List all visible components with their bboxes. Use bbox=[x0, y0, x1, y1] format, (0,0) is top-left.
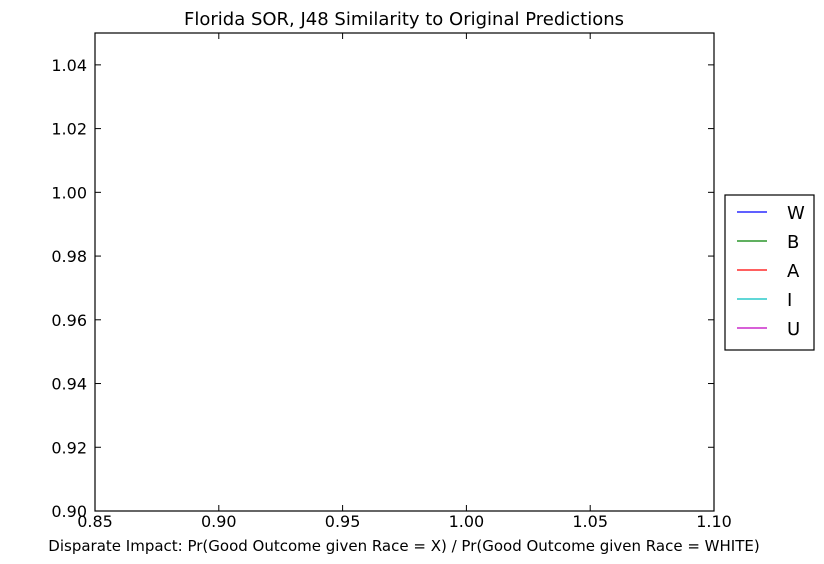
x-tick-label: 0.90 bbox=[201, 512, 237, 531]
plot-frame bbox=[94, 32, 715, 512]
x-tick-label: 1.10 bbox=[696, 512, 732, 531]
chart-title: Florida SOR, J48 Similarity to Original … bbox=[184, 9, 624, 30]
legend-label-w: W bbox=[787, 203, 805, 224]
x-tick-label: 0.95 bbox=[325, 512, 361, 531]
y-tick-label: 0.92 bbox=[51, 438, 87, 457]
legend-label-i: I bbox=[787, 290, 792, 311]
y-tick-label: 1.02 bbox=[51, 120, 87, 139]
x-tick-label: 1.05 bbox=[572, 512, 608, 531]
y-tick-label: 0.96 bbox=[51, 311, 87, 330]
x-axis-label: Disparate Impact: Pr(Good Outcome given … bbox=[48, 537, 759, 555]
y-tick-label: 0.98 bbox=[51, 247, 87, 266]
plot-area bbox=[94, 32, 715, 512]
x-tick-label: 0.85 bbox=[77, 512, 113, 531]
y-axis: 0.90 0.92 0.94 0.96 0.98 1.00 1.02 1.04 bbox=[51, 56, 714, 521]
legend-label-u: U bbox=[787, 319, 800, 340]
y-tick-label: 1.00 bbox=[51, 183, 87, 202]
legend-label-a: A bbox=[787, 261, 800, 282]
legend-box bbox=[724, 194, 815, 351]
y-tick-label: 0.90 bbox=[51, 502, 87, 521]
x-axis: 0.85 0.90 0.95 1.00 1.05 1.10 bbox=[77, 33, 732, 531]
x-tick-label: 1.00 bbox=[449, 512, 485, 531]
y-tick-label: 0.94 bbox=[51, 375, 87, 394]
legend-label-b: B bbox=[787, 232, 799, 253]
y-tick-label: 1.04 bbox=[51, 56, 87, 75]
